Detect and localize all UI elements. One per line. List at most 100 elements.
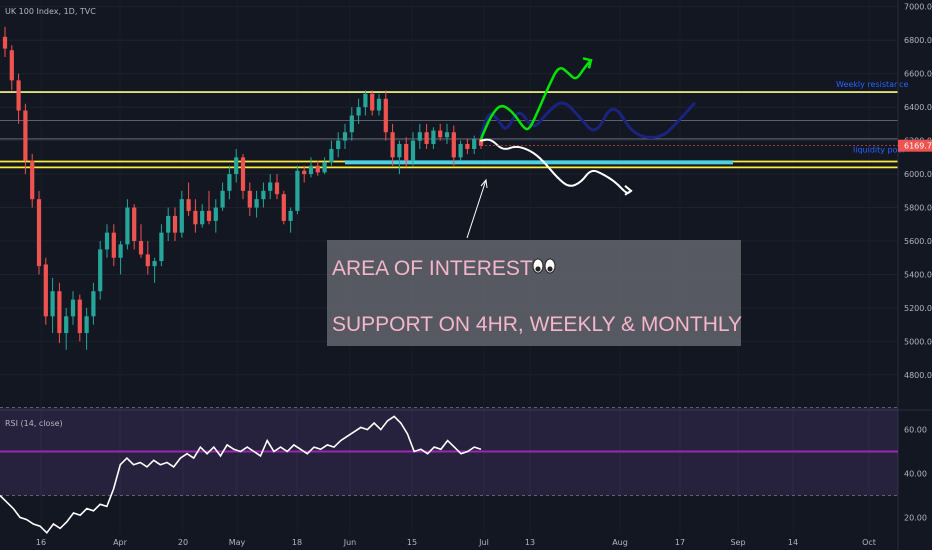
eyes-emoji	[532, 258, 556, 274]
white-arrow-head	[624, 185, 633, 196]
candle-body	[36, 199, 42, 267]
weekly-resistance-label: Weekly resistance	[836, 80, 909, 89]
candle-body	[451, 132, 456, 158]
candles	[2, 26, 484, 350]
candle-body	[111, 232, 116, 258]
candle-body	[234, 157, 239, 175]
candle-body	[152, 261, 157, 267]
price-tick-label: 6400.0	[904, 103, 932, 112]
candle-body	[166, 215, 171, 233]
candle-body	[268, 182, 273, 191]
candle-body	[186, 199, 191, 211]
price-tick-label: 5400.0	[904, 270, 932, 279]
price-axis[interactable]: 4800.0 5000.0 5200.0 5400.0 5600.0 5800.0 6000…	[481, 0, 932, 550]
liquidity-pool-band	[345, 160, 733, 165]
candle-body	[363, 93, 368, 108]
price-tick-label: 5600.0	[904, 237, 932, 246]
candle-body	[472, 138, 477, 149]
candle-body	[220, 190, 225, 208]
candle-body	[57, 291, 62, 334]
price-tick-label: 5000.0	[904, 337, 932, 346]
candle-body	[43, 264, 48, 317]
last-price-badge	[898, 139, 932, 152]
time-tick-label: 18	[292, 538, 302, 547]
candle-body	[261, 190, 266, 200]
candle-body	[50, 291, 55, 317]
time-tick-label: Jul	[478, 538, 489, 547]
time-tick-label: 15	[407, 538, 417, 547]
price-tick-label: 5200.0	[904, 304, 932, 313]
candle-body	[16, 80, 21, 111]
candle-body	[438, 130, 443, 138]
rsi-tick-label: 20.00	[904, 513, 927, 522]
rsi-tick-label: 40.00	[904, 470, 927, 479]
candle-body	[84, 316, 89, 334]
candle-body	[227, 174, 232, 191]
white-forecast-path	[480, 138, 632, 194]
candle-body	[349, 115, 354, 133]
candle-body	[240, 157, 246, 191]
liquidity-pool-label: liquidity pool	[853, 146, 905, 155]
candle-body	[302, 170, 307, 175]
candle-body	[315, 165, 320, 173]
candle-body	[77, 299, 82, 334]
candle-body	[281, 194, 286, 221]
rsi-series-line	[0, 415, 482, 535]
candle-body	[104, 232, 110, 250]
time-axis[interactable]: 16 Apr 20 May 18 Jun 15 Jul 13 Aug 17 Sep 14 Oct	[36, 538, 876, 547]
candle-body	[193, 210, 198, 225]
price-tick-label: 6600.0	[904, 70, 932, 79]
candle-body	[9, 50, 14, 81]
candle-body	[179, 199, 184, 233]
rsi-pane[interactable]: 20.00 40.00 60.00	[0, 407, 932, 535]
candle-body	[322, 162, 327, 173]
time-tick-label: 13	[525, 538, 535, 547]
candle-body	[431, 130, 436, 144]
candle-body	[288, 210, 293, 221]
candle-body	[213, 207, 218, 221]
rsi-label: RSI (14, close)	[5, 419, 63, 428]
candle-body	[206, 210, 212, 221]
candle-body	[2, 36, 8, 49]
candle-body	[329, 148, 334, 163]
candle-body	[145, 254, 150, 267]
last-price-label: 6169.7	[904, 142, 932, 151]
candle-body	[200, 210, 205, 225]
time-tick-label: Oct	[862, 538, 876, 547]
candle-body	[336, 140, 341, 149]
candle-body	[295, 170, 300, 211]
candle-body	[390, 132, 395, 158]
candle-body	[356, 107, 361, 116]
candle-body	[118, 244, 123, 258]
blue-forecast-path	[479, 101, 696, 140]
time-tick-label: Sep	[730, 538, 745, 547]
candle-body	[478, 138, 484, 146]
candle-body	[465, 143, 470, 149]
candle-body	[70, 299, 76, 317]
callout-arrow	[466, 178, 488, 239]
price-tick-label: 6800.0	[904, 36, 932, 45]
candle-body	[138, 241, 144, 255]
time-tick-label: 20	[178, 538, 188, 547]
time-tick-label: Aug	[612, 538, 628, 547]
candle-body	[397, 143, 402, 158]
time-tick-label: 14	[788, 538, 798, 547]
candle-body	[404, 143, 409, 161]
symbol-title: UK 100 Index, 1D, TVC	[5, 7, 96, 16]
forecast-paths	[479, 57, 696, 196]
callout-box	[327, 240, 741, 346]
callout-line-2: SUPPORT ON 4HR, WEEKLY & MONTHLY	[332, 313, 742, 336]
callout-line-1: AREA OF INTEREST	[332, 257, 533, 280]
time-tick-label: Jun	[343, 538, 357, 547]
candle-body	[254, 199, 259, 208]
candle-body	[417, 132, 422, 141]
candle-body	[370, 93, 375, 111]
candle-body	[132, 207, 137, 242]
horizontal-levels[interactable]: Weekly resistance liquidity pool	[0, 80, 909, 169]
candle-body	[410, 140, 416, 161]
time-tick-label: 17	[675, 538, 685, 547]
time-tick-label: Apr	[113, 538, 128, 547]
green-arrow-head	[582, 57, 593, 69]
candle-body	[64, 316, 69, 334]
